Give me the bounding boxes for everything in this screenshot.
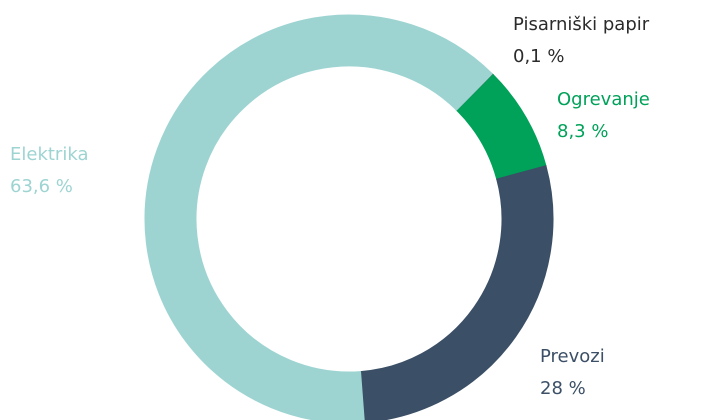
slice-label: Prevozi	[540, 346, 605, 367]
slice-value: 63,6 %	[10, 176, 73, 197]
slice-label: Elektrika	[10, 144, 88, 165]
slice-label: Ogrevanje	[557, 89, 650, 110]
slice-value: 8,3 %	[557, 121, 608, 142]
slice-value: 28 %	[540, 378, 586, 399]
donut-slice	[144, 14, 494, 420]
slice-value: 0,1 %	[513, 46, 564, 67]
donut-slice	[359, 165, 554, 420]
slice-label: Pisarniški papir	[513, 14, 650, 35]
